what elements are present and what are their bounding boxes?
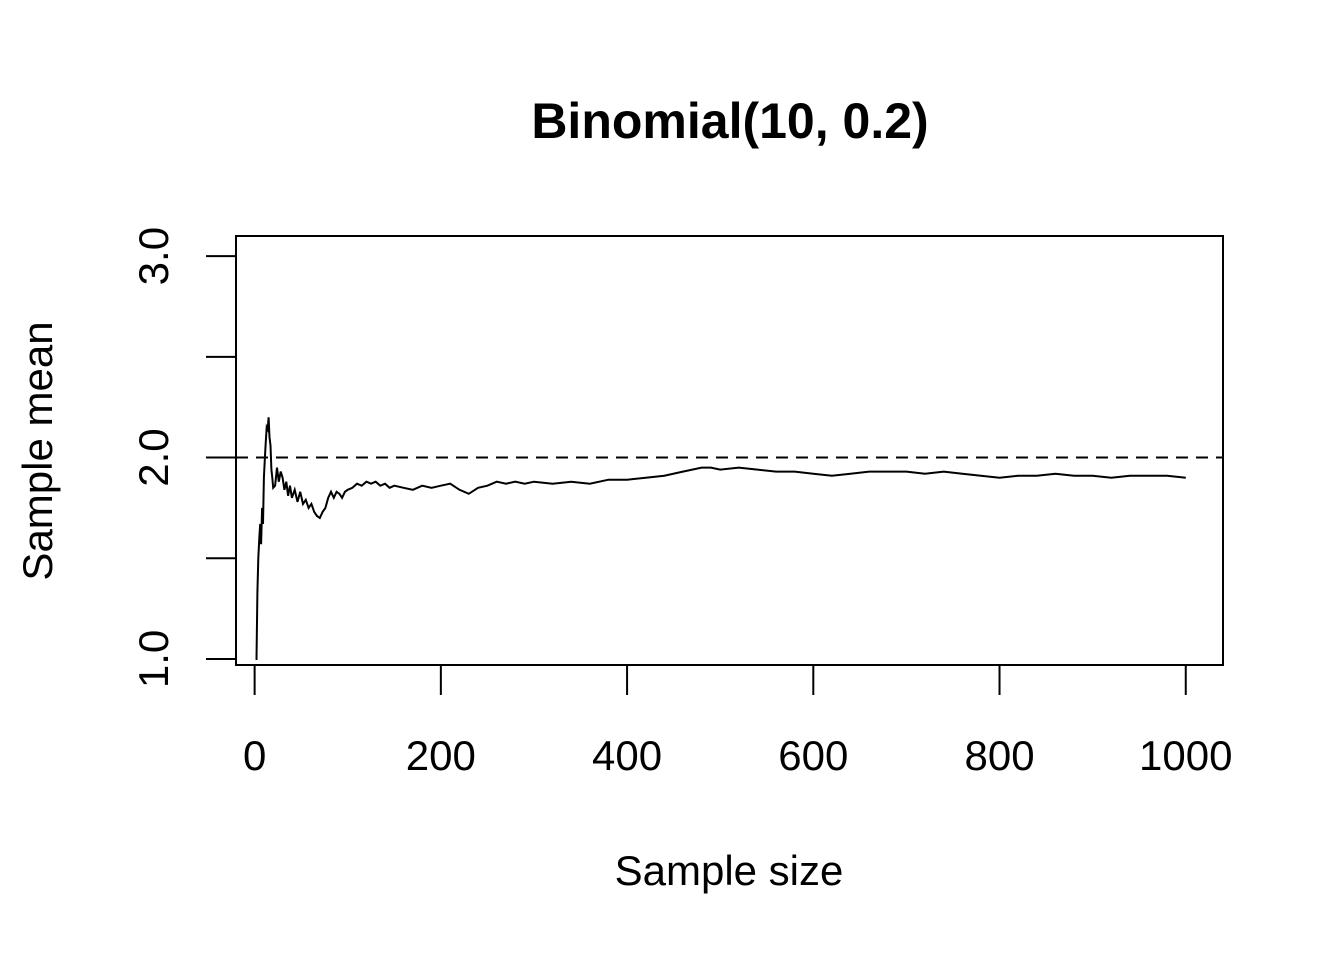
chart-title: Binomial(10, 0.2) [531, 93, 928, 149]
y-tick-label: 3.0 [130, 227, 177, 285]
x-tick-label: 800 [964, 732, 1034, 779]
x-tick-label: 1000 [1139, 732, 1232, 779]
x-ticks: 0 200 400 600 800 1000 [243, 665, 1232, 779]
x-axis-label: Sample size [615, 847, 844, 894]
x-tick-label: 200 [406, 732, 476, 779]
x-tick-label: 400 [592, 732, 662, 779]
x-tick-label: 0 [243, 732, 266, 779]
plot-frame [235, 235, 1224, 666]
sample-mean-line [255, 417, 1186, 660]
x-tick-label: 600 [778, 732, 848, 779]
y-ticks: 1.0 2.0 3.0 [130, 227, 236, 688]
y-axis-label: Sample mean [14, 321, 61, 580]
y-tick-label: 2.0 [130, 428, 177, 486]
y-tick-label: 1.0 [130, 630, 177, 688]
